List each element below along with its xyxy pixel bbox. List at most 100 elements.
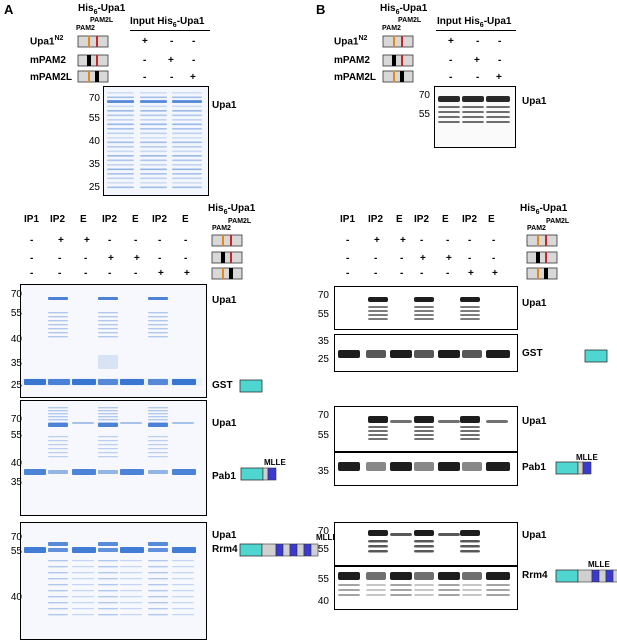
ladder-band [48,590,68,592]
lane-sign: - [184,235,188,246]
rrm4-label: Rrm4 [212,544,238,555]
lane-sign: - [374,253,378,264]
input-band [140,123,167,126]
input-wb [438,96,460,102]
construct-mpam2l-b: mPAM2L [334,72,377,83]
ladder-band [48,560,68,562]
sign: - [476,36,480,47]
ladder-band [98,422,118,424]
lane-sign: - [30,253,34,264]
pam2-label: PAM2 [212,225,231,232]
upa1-ip-band [98,423,118,427]
ladder-band [120,572,142,574]
ladder-band [148,584,168,586]
upa1-wb-ladder [368,310,388,312]
ladder-band [98,584,118,586]
sign: + [448,36,454,47]
rrm4-ip-band [98,548,118,552]
rrm4-wb-ladder [438,584,460,586]
input-band [140,137,167,139]
rrm4-wb-ladder [438,594,460,596]
ladder-band [48,324,68,326]
lane-sign: - [30,235,34,246]
input-wb-ladder [438,116,460,118]
sign: - [170,36,174,47]
ladder-band [48,312,68,314]
upa1-wb [368,530,388,536]
pam2-mutant [536,252,540,263]
gst-band [120,379,144,385]
construct-bar [211,267,243,280]
construct-bar [77,35,109,48]
gst-box [555,569,579,583]
ladder-band [148,407,168,409]
construct-bar [77,54,109,67]
ladder-band [148,312,168,314]
input-band [107,141,134,144]
input-band [140,96,167,99]
mw-label: 55 [10,546,22,557]
lane-sign: - [492,235,496,246]
gel-b2-upa1 [334,406,518,452]
ladder-band [98,419,118,421]
linker [296,543,305,557]
pam2l-label: PAM2L [90,17,114,24]
rrm4-wb [390,572,412,580]
mw-label: 25 [317,354,329,365]
input-band [172,168,202,171]
mlle-label: MLLE [576,453,598,462]
ladder-band [98,410,118,412]
lane-sign: - [468,253,472,264]
lane-sign: - [184,253,188,264]
rrm-domain [275,543,284,557]
pam2l-label: PAM2L [228,218,252,225]
lane-sign: - [400,268,404,279]
input-band [172,146,202,148]
upa1-wb-ladder [414,545,434,548]
rrm4-wb-ladder [366,584,386,586]
ladder-band [98,560,118,562]
input-wb [486,96,510,102]
mw-label: 70 [10,532,22,543]
rrm-domain [303,543,312,557]
sign: - [498,55,502,66]
input-band [107,123,134,126]
gst-wb [338,350,360,358]
lane-sign: - [492,253,496,264]
pam2l-mark [96,36,98,47]
ladder-band [48,336,68,338]
rrm4-wb-ladder [462,589,482,591]
ladder-band [148,316,168,318]
ladder-band [98,336,118,338]
gst-wb [390,350,412,358]
ladder-band [98,316,118,318]
rrm-domain [591,569,600,583]
ladder-band [148,324,168,326]
gst-band [72,379,96,385]
rrm4-wb-ladder [414,589,434,591]
input-band [140,164,167,166]
pam2-mutant [87,55,91,66]
lane-sign: + [134,253,140,264]
input-band [107,128,134,130]
upa1-ip-band [148,542,168,546]
upa1-input-band [140,100,167,103]
upa1-wb-ladder [414,540,434,543]
pab1-wb [486,462,510,471]
pam2l-mutant [400,71,404,82]
lane-sign: + [58,235,64,246]
ladder-band [98,332,118,334]
lane-label: IP2 [50,214,66,225]
input-band [140,141,167,144]
upa1-wb [368,416,388,423]
input-band [107,92,134,94]
mw-label: 70 [317,410,329,421]
input-band [107,173,134,175]
lane-sign: - [58,253,62,264]
ladder-band [172,584,194,586]
input-wb-ladder [462,121,484,123]
input-wb-ladder [486,111,510,113]
pam2l-mutant [544,268,548,279]
input-wb-ladder [462,111,484,113]
ladder-band [148,596,168,598]
